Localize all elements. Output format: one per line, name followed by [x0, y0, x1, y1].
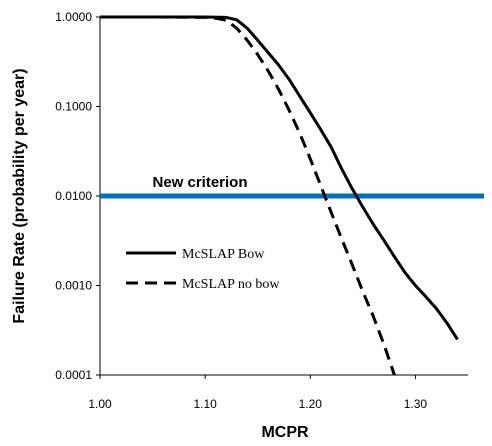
axis-labels: MCPR Failure Rate (probability per year)	[11, 68, 309, 441]
axes: 1.0000 0.1000 0.0100 0.0010 0.0001 1.00 1.10 1.…	[55, 10, 468, 411]
y-axis-label: Failure Rate (probability per year)	[11, 68, 28, 323]
series-line-1	[100, 15, 459, 341]
x-tick-label: 1.20	[299, 397, 323, 411]
series-line-2	[100, 15, 396, 376]
y-tick-label: 0.0010	[55, 279, 92, 293]
x-axis-label: MCPR	[261, 424, 309, 441]
y-tick-label: 1.0000	[55, 10, 92, 24]
reference-lines: New criterion	[100, 174, 484, 199]
x-tick-label: 1.00	[88, 397, 112, 411]
y-tick-label: 0.0001	[55, 368, 92, 382]
x-tick-label: 1.10	[193, 397, 217, 411]
legend-label-1: McSLAP Bow	[182, 247, 265, 262]
x-tick-label: 1.30	[404, 397, 428, 411]
series-group	[100, 15, 459, 376]
y-tick-label: 0.1000	[55, 100, 92, 114]
criterion-label: New criterion	[152, 174, 247, 191]
y-tick-label: 0.0100	[55, 189, 92, 203]
legend: McSLAP Bow McSLAP no bow	[126, 247, 280, 292]
legend-label-2: McSLAP no bow	[182, 277, 280, 292]
